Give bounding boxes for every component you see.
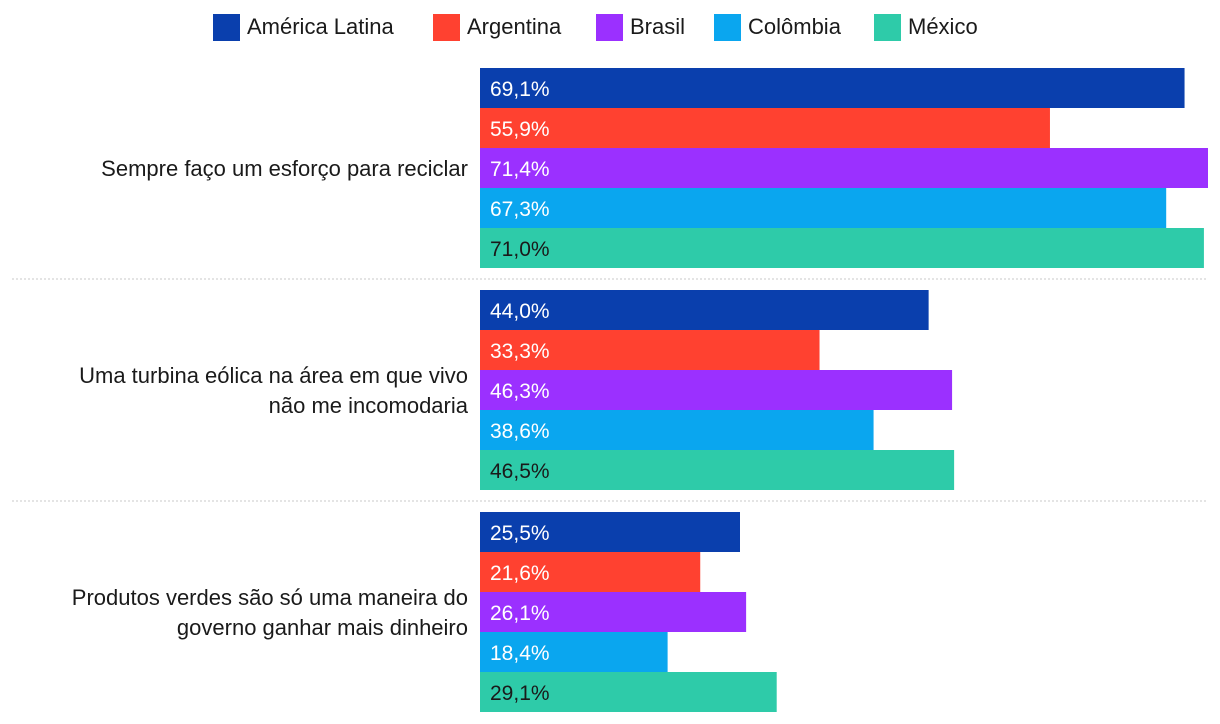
bar-3-4 (480, 632, 668, 672)
legend-swatch-2 (433, 14, 460, 41)
legend-swatch-4 (714, 14, 741, 41)
legend-label-3: Brasil (630, 14, 685, 39)
bar-label-1-2: 55,9% (490, 118, 550, 141)
bar-2-1 (480, 290, 929, 330)
bar-label-1-1: 69,1% (490, 78, 550, 101)
bar-label-3-2: 21,6% (490, 562, 550, 585)
bar-label-2-2: 33,3% (490, 340, 550, 363)
chart-groups: Sempre faço um esforço para reciclar 69,1… (12, 68, 1208, 712)
category-group-1: Sempre faço um esforço para reciclar 69,1… (101, 68, 1208, 268)
category-group-3: Produtos verdes são só uma maneira do gov… (72, 512, 777, 712)
bar-3-3 (480, 592, 747, 632)
bar-2-5 (480, 450, 955, 490)
bar-1-4 (480, 188, 1167, 228)
category-group-2: Uma turbina eólica na área em que vivo nã… (79, 290, 955, 490)
bar-label-3-5: 29,1% (490, 682, 550, 705)
legend-label-5: México (908, 14, 978, 39)
legend-swatch-3 (596, 14, 623, 41)
bar-1-2 (480, 108, 1050, 148)
bar-1-5 (480, 228, 1204, 268)
bar-1-3 (480, 148, 1208, 188)
category-label-3-line-2: governo ganhar mais dinheiro (177, 615, 468, 640)
bar-label-3-1: 25,5% (490, 522, 550, 545)
bar-label-3-4: 18,4% (490, 642, 550, 665)
bar-2-4 (480, 410, 874, 450)
bar-3-2 (480, 552, 701, 592)
legend-label-4: Colômbia (748, 14, 842, 39)
category-label-1: Sempre faço um esforço para reciclar (101, 156, 468, 181)
bar-3-5 (480, 672, 777, 712)
bar-2-3 (480, 370, 953, 410)
legend-swatch-1 (213, 14, 240, 41)
bar-1-1 (480, 68, 1185, 108)
bar-2-2 (480, 330, 820, 370)
legend-label-1: América Latina (247, 14, 395, 39)
legend-swatch-5 (874, 14, 901, 41)
legend: América Latina Argentina Brasil Colômbia Méx… (213, 14, 978, 41)
bar-label-1-3: 71,4% (490, 158, 550, 181)
bar-label-2-4: 38,6% (490, 420, 550, 443)
bar-label-2-5: 46,5% (490, 460, 550, 483)
bar-label-3-3: 26,1% (490, 602, 550, 625)
legend-label-2: Argentina (467, 14, 562, 39)
bar-label-1-5: 71,0% (490, 238, 550, 261)
bar-label-1-4: 67,3% (490, 198, 550, 221)
bar-label-2-3: 46,3% (490, 380, 550, 403)
category-label-3-line-1: Produtos verdes são só uma maneira do (72, 585, 468, 610)
category-label-2-line-2: não me incomodaria (269, 393, 469, 418)
bar-label-2-1: 44,0% (490, 300, 550, 323)
category-label-2-line-1: Uma turbina eólica na área em que vivo (79, 363, 468, 388)
bar-3-1 (480, 512, 740, 552)
